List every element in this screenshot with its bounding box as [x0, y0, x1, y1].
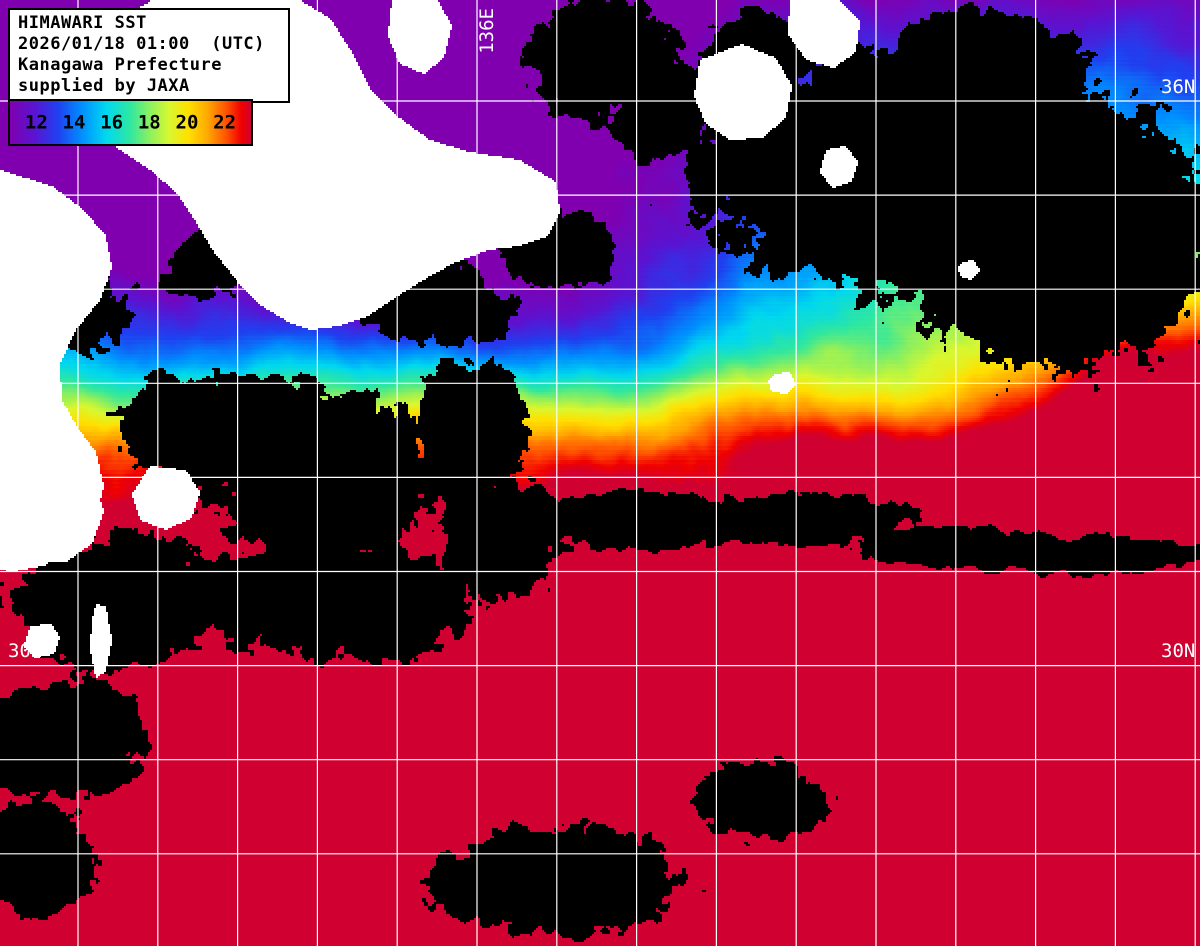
product-credit: supplied by JAXA [18, 76, 190, 96]
product-region: Kanagawa Prefecture [18, 55, 222, 75]
grid-label-lat-36n-right: 36N [1161, 76, 1196, 98]
color-scale-tick-12: 12 [24, 111, 48, 133]
color-scale-gradient [10, 101, 251, 144]
color-scale-tick-16: 16 [100, 111, 124, 133]
product-datetime: 2026/01/18 01:00 (UTC) [18, 34, 265, 54]
grid-label-lon-136e: 136E [476, 8, 498, 54]
color-scale-tick-20: 20 [175, 111, 199, 133]
grid-label-lat-33n-left: 33N [8, 361, 43, 383]
product-title: HIMAWARI SST [18, 13, 147, 33]
color-scale-tick-labels: 12 14 16 18 20 22 [10, 101, 251, 144]
color-scale-tick-18: 18 [137, 111, 161, 133]
color-scale-legend: 12 14 16 18 20 22 [8, 99, 253, 146]
color-scale-tick-14: 14 [62, 111, 86, 133]
info-box: HIMAWARI SST 2026/01/18 01:00 (UTC) Kana… [8, 8, 290, 103]
grid-label-lat-30n-left: 30N [8, 640, 43, 662]
grid-label-lat-30n-right: 30N [1161, 640, 1196, 662]
color-scale-tick-22: 22 [213, 111, 237, 133]
